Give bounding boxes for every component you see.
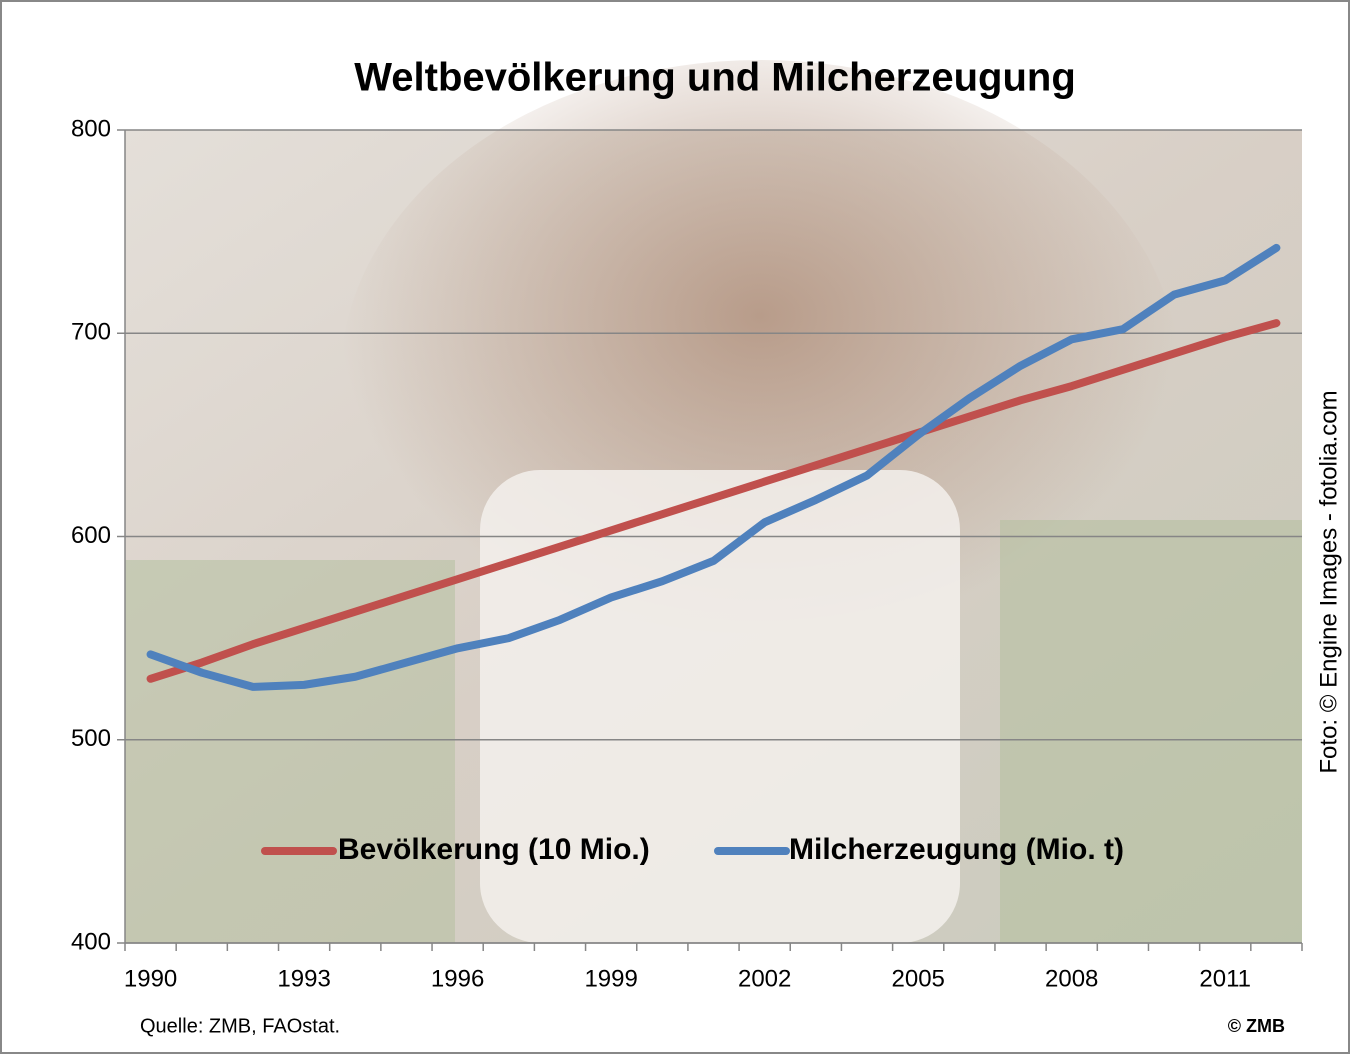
x-tick-label: 2008: [1045, 965, 1098, 992]
x-tick-label: 2002: [738, 965, 791, 992]
x-tick-label: 2005: [892, 965, 945, 992]
x-tick-label: 1996: [431, 965, 484, 992]
photo-credit: Foto: © Engine Images - fotolia.com: [1315, 390, 1342, 773]
legend-label: Milcherzeugung (Mio. t): [789, 833, 1124, 866]
copyright-note: © ZMB: [1228, 1016, 1285, 1036]
chart: Weltbevölkerung und Milcherzeugung Quell…: [0, 0, 1350, 1054]
y-tick-label: 400: [71, 928, 111, 955]
chart-title: Weltbevölkerung und Milcherzeugung: [354, 56, 1076, 100]
x-tick-label: 1999: [584, 965, 637, 992]
y-tick-label: 800: [71, 115, 111, 142]
y-tick-label: 600: [71, 522, 111, 549]
y-tick-label: 700: [71, 319, 111, 346]
source-note: Quelle: ZMB, FAOstat.: [140, 1015, 340, 1037]
x-tick-label: 1990: [124, 965, 177, 992]
legend-label: Bevölkerung (10 Mio.): [338, 833, 650, 866]
y-tick-label: 500: [71, 725, 111, 752]
x-tick-label: 2011: [1199, 965, 1251, 992]
x-tick-label: 1993: [277, 965, 330, 992]
